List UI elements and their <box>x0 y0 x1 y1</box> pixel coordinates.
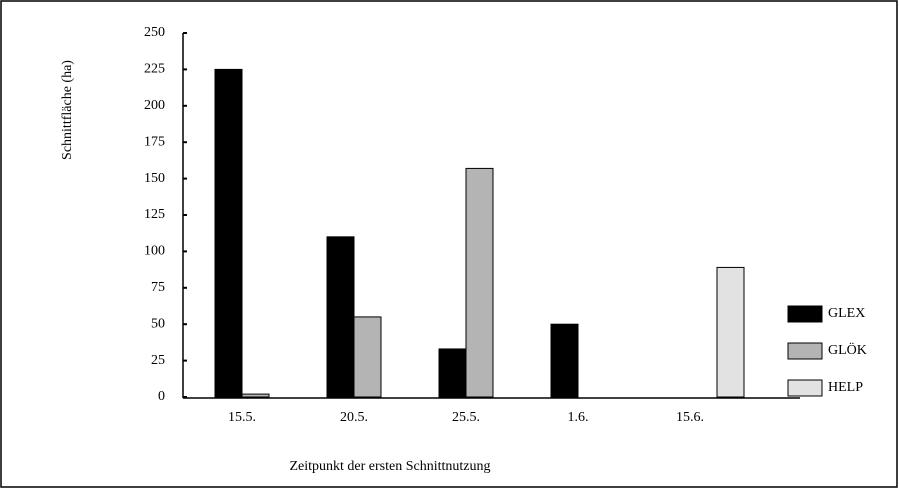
x-tick-label: 15.5. <box>228 410 256 425</box>
bar <box>353 316 382 398</box>
y-tick-label: 50 <box>151 316 165 331</box>
bar <box>214 68 243 398</box>
legend-label: GLÖK <box>828 341 867 358</box>
x-tick-label: 25.5. <box>452 410 480 425</box>
y-tick-label: 250 <box>144 25 165 40</box>
bar <box>241 393 270 398</box>
y-tick-label: 100 <box>144 244 165 259</box>
y-tick-label: 225 <box>144 62 165 77</box>
y-tick-label: 0 <box>158 389 165 404</box>
x-tick-label: 20.5. <box>340 410 368 425</box>
y-tick-label: 150 <box>144 171 165 186</box>
legend-label: HELP <box>828 380 863 395</box>
y-tick-label: 200 <box>144 98 165 113</box>
y-tick-label: 175 <box>144 134 165 149</box>
y-tick-label: 125 <box>144 207 165 222</box>
bar <box>326 236 355 398</box>
y-tick-label: 75 <box>151 280 165 295</box>
legend-swatch <box>787 305 823 323</box>
x-axis-label: Zeitpunkt der ersten Schnittnutzung <box>289 459 490 474</box>
x-tick-label: 1.6. <box>568 410 589 425</box>
legend-swatch <box>787 342 823 360</box>
y-tick-label: 25 <box>151 353 165 368</box>
legend-label: GLEX <box>828 306 865 321</box>
x-tick-label: 15.6. <box>676 410 704 425</box>
bar <box>465 167 494 398</box>
bar <box>716 266 745 398</box>
bar <box>550 323 579 398</box>
bar <box>438 348 467 398</box>
y-axis-label: Schnittfläche (ha) <box>60 60 75 160</box>
legend-swatch <box>787 379 823 397</box>
